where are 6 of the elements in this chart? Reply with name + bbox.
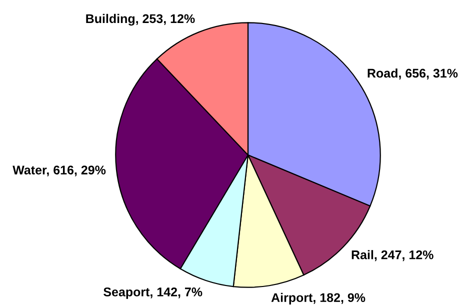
- slice-label: Road, 656, 31%: [368, 68, 458, 80]
- slice-label: Water, 616, 29%: [12, 166, 106, 176]
- slice-label: Seaport, 142, 7%: [104, 288, 202, 299]
- slice-label: Building, 253, 12%: [86, 14, 195, 26]
- slice-label: Rail, 247, 12%: [352, 250, 434, 262]
- slice-label: Airport, 182, 9%: [271, 292, 366, 305]
